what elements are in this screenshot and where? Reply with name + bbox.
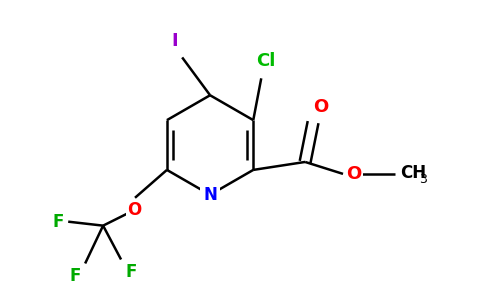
Text: O: O [127, 201, 141, 219]
Text: F: F [70, 268, 81, 286]
Text: Cl: Cl [257, 52, 276, 70]
Text: F: F [53, 213, 64, 231]
Text: CH: CH [400, 164, 426, 182]
Text: 3: 3 [419, 173, 427, 186]
Text: O: O [346, 165, 361, 183]
Text: N: N [203, 186, 217, 204]
Text: O: O [314, 98, 329, 116]
Text: I: I [171, 32, 178, 50]
Text: F: F [125, 263, 136, 281]
